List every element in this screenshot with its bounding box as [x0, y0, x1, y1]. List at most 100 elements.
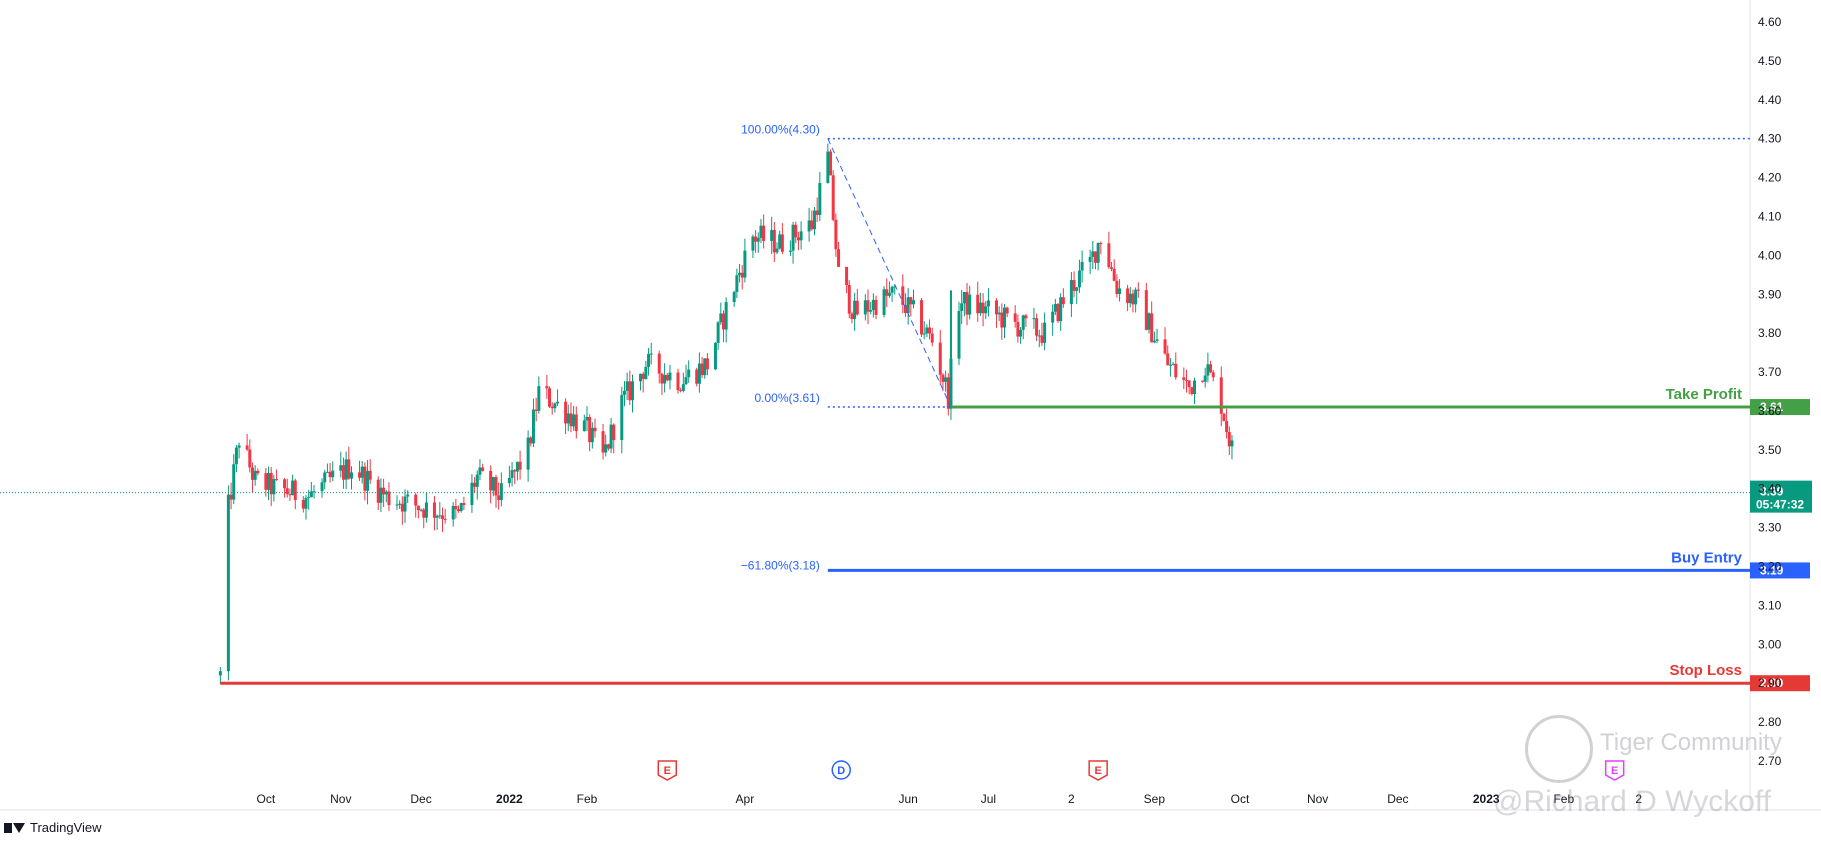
event-marker-e[interactable]: E — [1604, 760, 1625, 781]
candle — [1072, 271, 1076, 298]
candle — [612, 423, 616, 454]
candle — [253, 465, 257, 486]
candle — [459, 502, 463, 513]
trade-line-take-profit[interactable]: Take Profit 3.61 — [950, 386, 1810, 416]
y-tick-label: 3.60 — [1758, 404, 1782, 418]
candle — [606, 443, 610, 451]
candle — [815, 197, 819, 222]
candle — [1190, 386, 1194, 396]
y-tick-label: 3.10 — [1758, 598, 1782, 612]
candle — [387, 482, 391, 512]
candle — [518, 450, 522, 480]
candle — [997, 306, 1001, 322]
candle — [1107, 231, 1111, 269]
candle — [328, 463, 332, 483]
candle — [339, 451, 343, 478]
candle — [885, 278, 889, 308]
y-tick-label: 3.20 — [1758, 560, 1782, 574]
x-tick-label: Oct — [1231, 792, 1250, 806]
candle — [384, 489, 388, 503]
candle — [499, 472, 503, 507]
candle — [834, 213, 838, 257]
candle — [497, 482, 501, 510]
candle — [325, 463, 329, 473]
candle — [440, 507, 444, 533]
candle — [331, 461, 335, 481]
candle — [756, 232, 760, 253]
event-marker-e[interactable]: E — [1088, 760, 1108, 781]
candle — [1168, 357, 1172, 377]
candle — [700, 357, 704, 379]
candle — [1128, 286, 1132, 308]
candle — [762, 214, 766, 249]
candle — [1077, 259, 1081, 293]
candle — [1059, 293, 1063, 331]
candle — [1152, 331, 1156, 344]
candle — [1115, 274, 1119, 298]
candle — [644, 360, 648, 380]
svg-text:3.61: 3.61 — [1760, 400, 1784, 414]
event-marker-d[interactable]: D — [831, 760, 851, 780]
trade-line-buy-entry[interactable]: Buy Entry 3.19 — [827, 549, 1810, 579]
candle — [906, 288, 910, 325]
y-tick-label: 4.00 — [1758, 248, 1782, 262]
candle — [1069, 271, 1073, 317]
candle — [679, 387, 683, 393]
candle — [1171, 362, 1175, 366]
candle — [1024, 313, 1028, 327]
candle — [414, 492, 418, 518]
candle — [307, 489, 311, 510]
candle — [697, 352, 701, 393]
candle — [855, 288, 859, 316]
candle — [869, 301, 873, 315]
y-tick-label: 3.40 — [1758, 482, 1782, 496]
candle — [432, 496, 436, 531]
candle — [676, 368, 680, 394]
candle — [705, 353, 709, 376]
x-tick-label: Dec — [410, 792, 431, 806]
candle — [826, 143, 830, 184]
candle — [660, 373, 664, 395]
fib-label: −61.80%(3.18) — [741, 558, 820, 572]
candle — [663, 363, 667, 393]
candle — [272, 474, 276, 502]
candle — [628, 370, 632, 406]
candle — [837, 241, 841, 268]
event-marker-e[interactable]: E — [657, 760, 678, 781]
candle — [1061, 288, 1065, 308]
candle — [1201, 380, 1205, 383]
candle — [901, 274, 905, 314]
candle — [564, 398, 568, 435]
candle — [529, 435, 533, 447]
candle — [1193, 377, 1197, 404]
trade-line-stop-loss[interactable]: Stop Loss 2.90 — [220, 662, 1810, 692]
candle — [738, 263, 742, 283]
x-tick-label: 2 — [1068, 792, 1075, 806]
candle — [572, 405, 576, 431]
candle — [687, 360, 691, 383]
candle — [981, 293, 985, 327]
candle — [574, 406, 578, 439]
candle — [510, 461, 514, 487]
candle — [545, 374, 549, 399]
y-tick-label: 4.20 — [1758, 171, 1782, 185]
x-tick-label: Dec — [1387, 792, 1408, 806]
candle — [713, 341, 717, 370]
candle — [719, 302, 723, 325]
candle — [1051, 304, 1055, 336]
candle — [550, 402, 554, 415]
x-tick-label: 2 — [1635, 792, 1642, 806]
candle — [1075, 286, 1079, 305]
y-tick-label: 4.40 — [1758, 93, 1782, 107]
candle — [1144, 283, 1148, 331]
candle — [1093, 251, 1097, 270]
candle — [1206, 352, 1210, 383]
candle — [1035, 313, 1039, 341]
svg-text:2.90: 2.90 — [1760, 676, 1784, 690]
candle — [403, 489, 407, 523]
candle — [930, 327, 934, 347]
candle — [419, 508, 423, 512]
candle — [275, 469, 279, 481]
